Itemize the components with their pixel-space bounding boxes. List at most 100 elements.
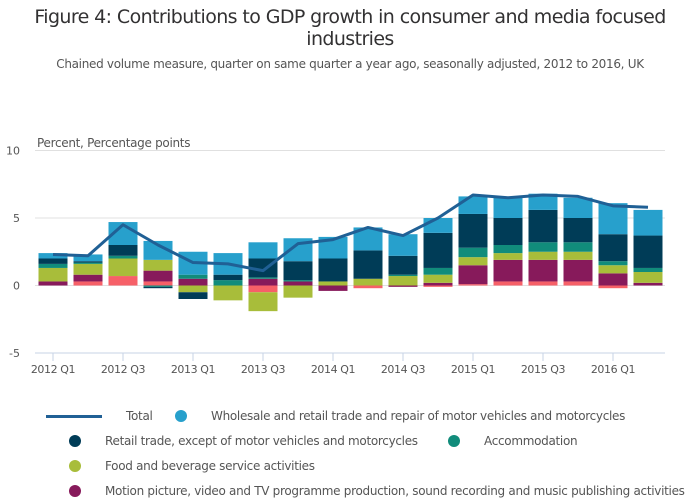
bar-segment[interactable] xyxy=(388,274,418,277)
bar-segment[interactable] xyxy=(598,261,628,266)
legend-item-total[interactable]: Total xyxy=(46,406,153,426)
bar-segment[interactable] xyxy=(528,251,558,260)
legend-item-wholesale[interactable]: Wholesale and retail trade and repair of… xyxy=(175,406,625,426)
bar-segment[interactable] xyxy=(353,285,383,289)
bar-segment[interactable] xyxy=(563,197,593,218)
bar-segment[interactable] xyxy=(528,281,558,286)
bar-segment[interactable] xyxy=(353,250,383,279)
bar-segment[interactable] xyxy=(423,232,453,268)
bar-segment[interactable] xyxy=(388,255,418,275)
bar-segment[interactable] xyxy=(318,258,348,282)
bar-segment[interactable] xyxy=(598,273,628,286)
bar-segment[interactable] xyxy=(633,272,663,283)
bar-segment[interactable] xyxy=(318,281,348,286)
bar-segment[interactable] xyxy=(248,292,278,312)
bar-segment[interactable] xyxy=(73,263,103,275)
bar-segment[interactable] xyxy=(388,285,418,287)
bar-segment[interactable] xyxy=(73,281,103,286)
bar-segment[interactable] xyxy=(248,277,278,279)
bar-segment[interactable] xyxy=(423,267,453,275)
bar-segment[interactable] xyxy=(143,281,173,286)
bar-segment[interactable] xyxy=(178,285,208,293)
bar-segment[interactable] xyxy=(563,218,593,243)
bar-segment[interactable] xyxy=(458,247,488,258)
bar-segment[interactable] xyxy=(73,261,103,263)
bar-segment[interactable] xyxy=(563,259,593,282)
bar-segment[interactable] xyxy=(423,218,453,233)
bar-segment[interactable] xyxy=(458,257,488,266)
bar-segment[interactable] xyxy=(73,262,103,264)
bar-segment[interactable] xyxy=(283,261,313,281)
bar-segment[interactable] xyxy=(213,280,243,286)
total-line-path[interactable] xyxy=(52,193,649,273)
legend-item-retail[interactable]: Retail trade, except of motor vehicles a… xyxy=(69,431,418,451)
bar-segment[interactable] xyxy=(423,285,453,287)
bar-segment[interactable] xyxy=(143,286,173,289)
x-tick-label: 2013 Q3 xyxy=(241,363,286,376)
bar-segment[interactable] xyxy=(493,259,523,282)
bar-segment[interactable] xyxy=(73,254,103,262)
bar-segment[interactable] xyxy=(528,193,558,210)
bar-segment[interactable] xyxy=(633,209,663,236)
bar-segment[interactable] xyxy=(108,258,138,277)
bar-segment[interactable] xyxy=(73,274,103,282)
bar-segment[interactable] xyxy=(458,284,488,286)
bar-segment[interactable] xyxy=(528,259,558,282)
bar-segment[interactable] xyxy=(598,234,628,262)
bar-segment[interactable] xyxy=(388,276,418,286)
bar-segment[interactable] xyxy=(563,251,593,260)
bar-segment[interactable] xyxy=(178,292,208,299)
x-tick-label: 2016 Q1 xyxy=(591,363,635,376)
bar-segment[interactable] xyxy=(563,242,593,252)
bar-segment[interactable] xyxy=(353,227,383,251)
bar-segment[interactable] xyxy=(493,281,523,286)
bar-segment[interactable] xyxy=(248,285,278,293)
bar-segment[interactable] xyxy=(38,267,68,282)
bar-segment[interactable] xyxy=(458,265,488,285)
bar-segment[interactable] xyxy=(143,259,173,271)
bar-segment[interactable] xyxy=(493,218,523,245)
bar-segment[interactable] xyxy=(493,197,523,218)
bar-segment[interactable] xyxy=(528,209,558,243)
bar-segment[interactable] xyxy=(423,282,453,286)
bar-segment[interactable] xyxy=(458,213,488,248)
line-swatch-icon xyxy=(46,414,102,418)
bar-segment[interactable] xyxy=(108,255,138,259)
bar-segment[interactable] xyxy=(178,278,208,286)
bar-segment[interactable] xyxy=(318,236,348,259)
bar-segment[interactable] xyxy=(213,274,243,281)
bar-segment[interactable] xyxy=(388,234,418,256)
bar-segment[interactable] xyxy=(38,281,68,286)
bar-segment[interactable] xyxy=(493,253,523,260)
bar-segment[interactable] xyxy=(283,281,313,286)
bar-segment[interactable] xyxy=(143,285,173,287)
legend-item-food[interactable]: Food and beverage service activities xyxy=(69,456,315,476)
bar-segment[interactable] xyxy=(178,274,208,279)
bar-segment[interactable] xyxy=(598,285,628,289)
bar-segment[interactable] xyxy=(633,235,663,268)
bar-segment[interactable] xyxy=(423,274,453,283)
bar-segment[interactable] xyxy=(458,196,488,214)
bar-segment[interactable] xyxy=(108,245,138,256)
bar-segment[interactable] xyxy=(598,203,628,235)
bar-segment[interactable] xyxy=(598,265,628,274)
bar-segment[interactable] xyxy=(633,267,663,272)
bar-segment[interactable] xyxy=(213,285,243,301)
bar-segment[interactable] xyxy=(38,263,68,268)
bar-segment[interactable] xyxy=(248,278,278,286)
bar-segment[interactable] xyxy=(143,270,173,282)
bar-segment[interactable] xyxy=(493,245,523,254)
bar-segment[interactable] xyxy=(248,242,278,259)
legend-item-motion-picture[interactable]: Motion picture, video and TV programme p… xyxy=(69,481,685,501)
bar-segment[interactable] xyxy=(108,276,138,286)
bar-segment[interactable] xyxy=(353,278,383,286)
bar-segment[interactable] xyxy=(633,282,663,286)
bar-segment[interactable] xyxy=(38,258,68,264)
bar-segment[interactable] xyxy=(528,242,558,252)
bar-segment[interactable] xyxy=(318,285,348,291)
bar-segment[interactable] xyxy=(283,280,313,282)
bar-segment[interactable] xyxy=(283,285,313,298)
legend-item-accommodation[interactable]: Accommodation xyxy=(448,431,578,451)
bar-segment[interactable] xyxy=(563,281,593,286)
bar-segment[interactable] xyxy=(143,240,173,260)
